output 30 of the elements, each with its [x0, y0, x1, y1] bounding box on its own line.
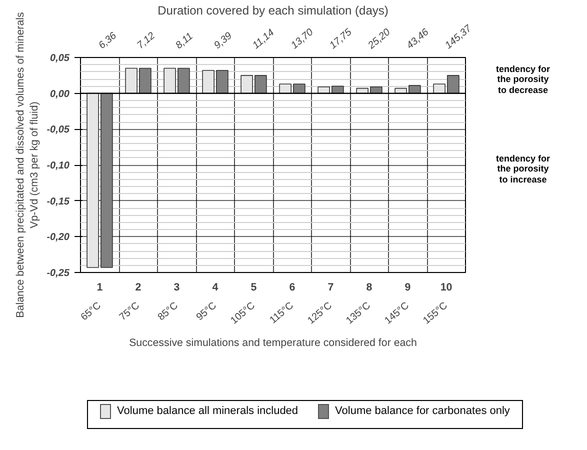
y-tick-label: 0,00 — [50, 88, 70, 100]
text: 75°C — [118, 300, 142, 324]
chart-title: Duration covered by each simulation (days) — [158, 4, 388, 18]
y-axis-title: Balance between precipitated and dissolved volumes of minerals Vp-Vd (cm3 per kg of fluid) — [14, 12, 41, 318]
y-tick-label: -0,15 — [46, 196, 70, 208]
x-tick-label: 6 — [289, 282, 296, 294]
text: 9,39 — [212, 30, 235, 52]
x-tick-label: 4 — [212, 282, 218, 294]
x-tick-label: 7 — [328, 282, 334, 294]
y-tick-label: -0,10 — [46, 160, 70, 172]
text: 65°C — [79, 300, 104, 324]
y-tick-label: -0,25 — [46, 268, 70, 279]
x-axis-title: Successive simulations and temperature considered for each — [129, 336, 418, 349]
y-tick-label: -0,20 — [46, 232, 70, 244]
text: 6,36 — [96, 30, 120, 52]
text: tendency for the porosity to increase — [494, 153, 551, 185]
x-tick-label: 2 — [135, 282, 142, 294]
y-tick-label: -0,05 — [46, 124, 70, 136]
x-tick-label: 5 — [250, 282, 257, 294]
x-tick-label: 3 — [174, 282, 180, 294]
text: tendency for the porosity to decrease — [494, 64, 551, 95]
x-tick-label: 1 — [96, 282, 103, 294]
x-tick-label: 10 — [440, 282, 452, 294]
legend-label: Volume balance for carbonates only — [335, 404, 510, 419]
text: 7,12 — [135, 30, 158, 52]
x-tick-label: 8 — [366, 282, 372, 294]
x-tick-label: 9 — [404, 282, 411, 294]
text: 8,11 — [174, 30, 196, 52]
legend-label: Volume balance all minerals included — [117, 404, 298, 419]
y-tick-label: 0,05 — [50, 53, 70, 64]
